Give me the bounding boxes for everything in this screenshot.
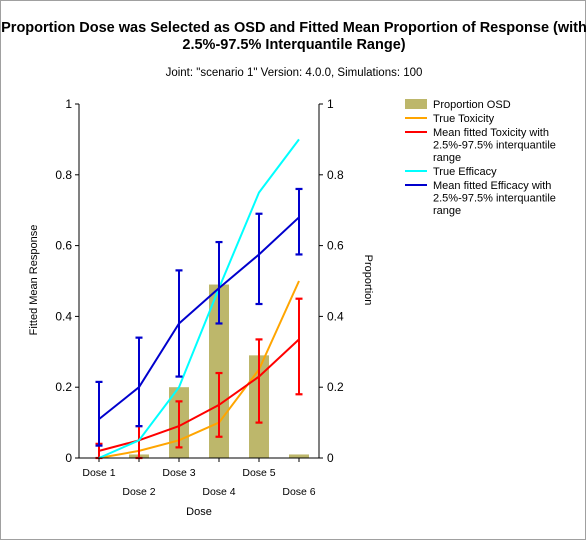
series-line-3: [98, 138, 300, 459]
y-tick-label-left: 0.8: [55, 168, 72, 182]
bar-proportion-osd: [289, 454, 309, 458]
x-axis-label: Dose: [186, 506, 212, 518]
series-line-1: [98, 280, 300, 459]
y-axis-label-right: Proportion: [362, 255, 374, 306]
y-tick-label-right: 1: [327, 97, 334, 111]
legend-label: 2.5%-97.5% interquantile: [433, 140, 556, 152]
legend-label: range: [433, 152, 461, 164]
series-line-2: [98, 338, 300, 452]
legend-label: Mean fitted Efficacy with: [433, 180, 551, 192]
y-tick-label-right: 0.6: [327, 239, 344, 253]
y-tick-label-right: 0: [327, 451, 334, 465]
chart-subtitle: Joint: "scenario 1" Version: 4.0.0, Simu…: [166, 67, 423, 79]
x-tick-label: Dose 1: [82, 467, 115, 479]
y-tick-label-right: 0.4: [327, 309, 344, 323]
x-tick-label: Dose 5: [242, 467, 275, 479]
legend-label: True Toxicity: [433, 113, 495, 125]
legend-label: Mean fitted Toxicity with: [433, 127, 549, 139]
y-tick-label-left: 0.2: [55, 380, 72, 394]
legend-label: Proportion OSD: [433, 99, 511, 111]
x-tick-label: Dose 2: [122, 486, 155, 498]
chart-title-line1: Proportion Dose was Selected as OSD and …: [1, 20, 586, 36]
y-tick-label-left: 0.6: [55, 239, 72, 253]
y-tick-label-right: 0.2: [327, 380, 344, 394]
y-tick-label-left: 1: [65, 97, 72, 111]
y-tick-label-right: 0.8: [327, 168, 344, 182]
x-tick-label: Dose 3: [162, 467, 195, 479]
legend-swatch-proportion-osd: [405, 99, 427, 109]
legend-label: 2.5%-97.5% interquantile: [433, 193, 556, 205]
series-line-4: [98, 216, 300, 420]
legend-label: True Efficacy: [433, 166, 497, 178]
y-axis-label-left: Fitted Mean Response: [28, 225, 40, 336]
y-tick-label-left: 0.4: [55, 309, 72, 323]
legend: Proportion OSD True Toxicity Mean fitted T…: [405, 99, 556, 217]
chart-title-line2: 2.5%-97.5% Interquantile Range): [182, 37, 405, 53]
legend-label: range: [433, 205, 461, 217]
x-tick-label: Dose 4: [202, 486, 235, 498]
plot-area: 0 0 0.2 0.2 0.4 0.4 0.6 0.6 0.8 0.8 1 1 Dose 1 Dose 2…: [55, 97, 344, 498]
y-tick-label-left: 0: [65, 451, 72, 465]
x-tick-label: Dose 6: [282, 486, 315, 498]
